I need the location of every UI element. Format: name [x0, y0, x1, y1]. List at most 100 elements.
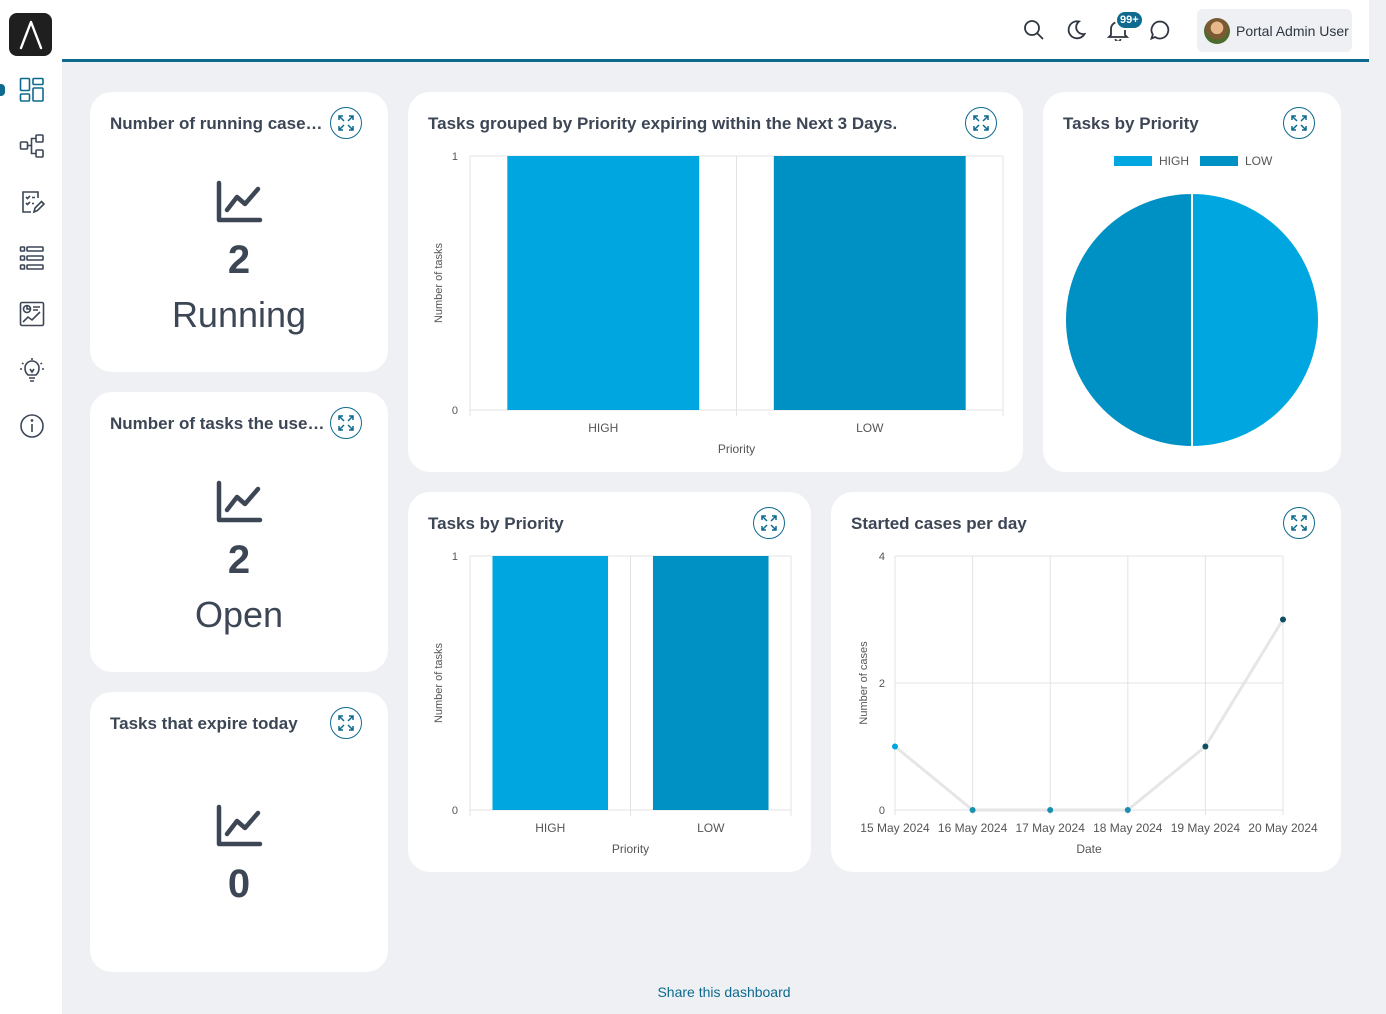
- legend-label-low: LOW: [1245, 154, 1273, 168]
- sidebar-item-cases[interactable]: [16, 242, 48, 274]
- x-tick-label: HIGH: [535, 821, 565, 835]
- y-tick-label: 4: [879, 551, 885, 563]
- x-tick-label: LOW: [697, 821, 725, 835]
- user-name: Portal Admin User: [1236, 22, 1349, 39]
- cases-list-icon: [19, 246, 44, 270]
- expand-button[interactable]: [1283, 107, 1315, 139]
- expand-icon: [1291, 115, 1307, 131]
- sidebar-item-dashboard[interactable]: [16, 74, 48, 106]
- widget-title: Tasks that expire today: [110, 714, 298, 733]
- y-tick-label: 1: [452, 551, 458, 563]
- expand-button[interactable]: [1283, 507, 1315, 539]
- sidebar-item-statistics[interactable]: [16, 298, 48, 330]
- pie-slice-low: [1064, 191, 1193, 449]
- expand-icon: [1291, 515, 1307, 531]
- x-tick-label: 17 May 2024: [1016, 821, 1086, 835]
- bar-low: [652, 556, 769, 810]
- widget-title: Number of running cases ...: [110, 114, 330, 133]
- running-cases-widget: Number of running cases ... 2 Running: [90, 92, 388, 372]
- bar-high: [492, 556, 609, 810]
- process-icon: [19, 134, 44, 158]
- legend-swatch-high: [1114, 156, 1152, 166]
- priority-expiring-chart: 0 1 HIGH LOW Priority Number of tasks: [433, 151, 1004, 456]
- sidebar-item-tasks[interactable]: [16, 186, 48, 218]
- moon-icon: [1067, 20, 1087, 40]
- y-tick-label: 1: [452, 151, 458, 163]
- top-bar: 99+ Portal Admin User: [62, 0, 1369, 62]
- priority-pie-widget: Tasks by Priority HIGH LOW: [1043, 92, 1341, 472]
- search-button[interactable]: [1022, 18, 1046, 42]
- kpi-value: 2: [227, 538, 251, 582]
- share-dashboard-link[interactable]: Share this dashboard: [657, 984, 791, 1000]
- user-menu[interactable]: Portal Admin User: [1197, 9, 1352, 52]
- x-tick-label: LOW: [856, 421, 884, 435]
- priority-expiring-widget: Tasks grouped by Priority expiring withi…: [408, 92, 1023, 472]
- x-tick-label: 16 May 2024: [938, 821, 1008, 835]
- notification-badge: 99+: [1115, 10, 1144, 30]
- kpi-label: Running: [171, 294, 307, 335]
- expand-icon: [338, 415, 354, 431]
- expand-button[interactable]: [330, 707, 362, 739]
- x-tick-label: 15 May 2024: [860, 821, 930, 835]
- avatar: [1204, 17, 1230, 44]
- tasks-icon: [22, 191, 45, 214]
- widget-title: Number of tasks the user ...: [110, 414, 330, 433]
- user-tasks-widget: Number of tasks the user ... 2 Open: [90, 392, 388, 672]
- legend-swatch-low: [1200, 156, 1238, 166]
- theme-toggle-button[interactable]: [1064, 18, 1088, 42]
- y-axis-label: Number of tasks: [433, 642, 445, 723]
- data-point: [1202, 743, 1209, 750]
- chart-line-icon: [216, 804, 263, 847]
- chart-line-icon: [216, 480, 263, 523]
- x-tick-label: 18 May 2024: [1093, 821, 1163, 835]
- x-tick-label: 19 May 2024: [1171, 821, 1241, 835]
- y-tick-label: 0: [452, 805, 458, 817]
- kpi-value: 0: [227, 862, 251, 906]
- data-point: [892, 743, 898, 750]
- ideas-icon: [20, 358, 44, 382]
- app-logo[interactable]: [9, 13, 52, 56]
- kpi-label: Open: [194, 594, 284, 635]
- expand-icon: [338, 115, 354, 131]
- data-point: [1124, 807, 1131, 813]
- sidebar-item-processes[interactable]: [16, 130, 48, 162]
- started-cases-widget: Started cases per day 0 2 4 15 May 2024 16 M…: [831, 492, 1341, 872]
- sidebar-item-info[interactable]: [16, 410, 48, 442]
- legend-label-high: HIGH: [1159, 154, 1189, 168]
- chart-line-icon: [216, 180, 263, 223]
- search-icon: [1024, 20, 1044, 40]
- expand-icon: [761, 515, 777, 531]
- expand-icon: [973, 115, 989, 131]
- series-line: [894, 618, 1285, 812]
- active-indicator: [0, 84, 5, 96]
- expand-button[interactable]: [330, 107, 362, 139]
- expand-button[interactable]: [330, 407, 362, 439]
- data-point: [1047, 807, 1054, 813]
- data-point: [1280, 616, 1286, 623]
- bar-high: [507, 156, 700, 410]
- kpi-value: 2: [227, 238, 251, 282]
- x-axis-label: Priority: [718, 442, 755, 456]
- chat-icon: [1150, 20, 1170, 41]
- dashboard-icon: [19, 77, 44, 102]
- sidebar-item-ideas[interactable]: [16, 354, 48, 386]
- data-point: [969, 807, 976, 813]
- x-axis-label: Priority: [612, 842, 649, 856]
- y-tick-label: 0: [879, 805, 885, 817]
- info-icon: [20, 414, 44, 438]
- x-axis-label: Date: [1076, 842, 1102, 856]
- expand-icon: [338, 715, 354, 731]
- expand-button[interactable]: [965, 107, 997, 139]
- started-cases-chart: 0 2 4 15 May 2024 16 May 2024 17 May 2024 18 M…: [858, 551, 1318, 856]
- expand-button[interactable]: [753, 507, 785, 539]
- expire-today-widget: Tasks that expire today 0: [90, 692, 388, 972]
- sidebar: [0, 0, 62, 1014]
- y-axis-label: Number of tasks: [433, 242, 445, 323]
- y-axis-label: Number of cases: [858, 641, 870, 725]
- pie-slice-high: [1191, 191, 1320, 449]
- chat-button[interactable]: [1148, 18, 1172, 42]
- share-dashboard-link-wrap: Share this dashboard: [0, 984, 1386, 1000]
- x-tick-label: 20 May 2024: [1248, 821, 1318, 835]
- x-tick-label: HIGH: [588, 421, 618, 435]
- priority-bar-chart: 0 1 HIGH LOW Priority Number of tasks: [433, 551, 792, 856]
